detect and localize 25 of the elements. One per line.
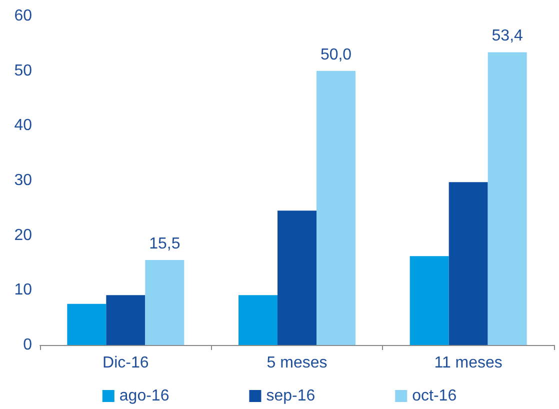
y-tick-label: 50 bbox=[14, 62, 32, 80]
x-tick-label: 11 meses bbox=[434, 354, 502, 372]
data-label: 50,0 bbox=[320, 46, 352, 64]
x-tick-label: 5 meses bbox=[266, 354, 328, 372]
bar bbox=[278, 210, 316, 345]
legend-label: oct-16 bbox=[412, 388, 457, 404]
y-tick-label: 20 bbox=[14, 226, 32, 244]
bar bbox=[448, 182, 488, 345]
bar bbox=[67, 304, 106, 345]
y-tick-label: 40 bbox=[14, 117, 32, 134]
y-tick-label: 60 bbox=[14, 8, 32, 24]
x-tick-label: Dic-16 bbox=[102, 354, 149, 372]
bar bbox=[106, 295, 146, 345]
legend-label: ago-16 bbox=[119, 388, 170, 404]
bar bbox=[238, 295, 278, 345]
data-label: 15,5 bbox=[149, 236, 180, 253]
y-tick-label: 30 bbox=[14, 172, 32, 189]
bar bbox=[488, 52, 527, 345]
data-label: 53,4 bbox=[492, 28, 524, 45]
y-tick-label: 0 bbox=[23, 336, 32, 354]
bar bbox=[145, 260, 184, 345]
bar bbox=[316, 70, 356, 345]
legend-label: sep-16 bbox=[266, 388, 316, 404]
bar bbox=[410, 256, 449, 345]
y-tick-label: 10 bbox=[14, 282, 32, 299]
